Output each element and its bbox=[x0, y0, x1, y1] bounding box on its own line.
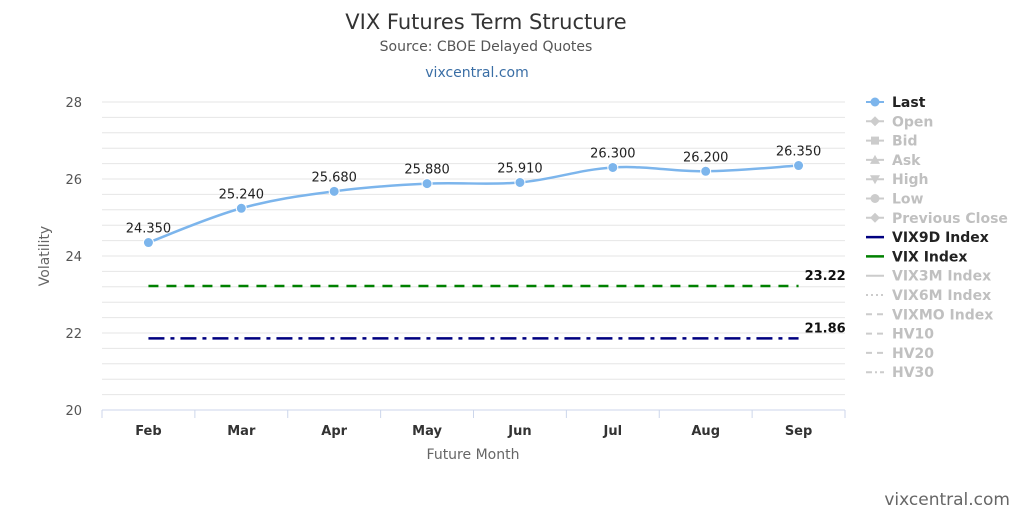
x-tick-label: Feb bbox=[135, 424, 161, 439]
reference-label: 23.22 bbox=[805, 269, 846, 284]
y-axis-ticks: 20 22 24 26 28 bbox=[65, 96, 82, 419]
x-axis-label: Future Month bbox=[427, 447, 520, 463]
legend-item[interactable]: VIX3M Index bbox=[866, 269, 991, 285]
legend-item[interactable]: Previous Close bbox=[866, 211, 1008, 227]
data-point bbox=[142, 237, 154, 249]
data-label: 24.350 bbox=[126, 222, 172, 237]
data-point bbox=[793, 160, 805, 172]
series-last: 24.350 25.240 25.680 25.880 25.910 26.300 26.2… bbox=[126, 145, 822, 249]
legend[interactable]: Last Open Bid Ask High Low Previous Close VIX9D… bbox=[866, 95, 1008, 381]
legend-item[interactable]: VIX6M Index bbox=[866, 288, 991, 304]
legend-item[interactable]: Ask bbox=[866, 153, 921, 169]
legend-item[interactable]: Open bbox=[866, 114, 933, 130]
data-label: 25.910 bbox=[497, 161, 543, 176]
x-tick-label: Jun bbox=[507, 424, 531, 439]
legend-item[interactable]: HV30 bbox=[866, 365, 934, 381]
series-line bbox=[148, 164, 799, 244]
y-axis-label: Volatility bbox=[37, 226, 53, 286]
legend-label: VIXMO Index bbox=[892, 307, 993, 323]
x-tick-label: Jul bbox=[603, 424, 623, 439]
data-label: 26.200 bbox=[683, 150, 729, 165]
legend-marker-diamond bbox=[870, 116, 880, 127]
legend-marker-square bbox=[871, 136, 879, 145]
y-tick-label: 22 bbox=[65, 327, 82, 342]
legend-label: Bid bbox=[892, 134, 918, 150]
plot-grid bbox=[102, 101, 845, 411]
legend-label: VIX3M Index bbox=[892, 269, 991, 285]
reference-lines: 23.22 21.86 bbox=[148, 269, 846, 340]
legend-item[interactable]: VIXMO Index bbox=[866, 307, 993, 323]
source-link[interactable]: vixcentral.com bbox=[425, 65, 528, 81]
chart-subtitle: Source: CBOE Delayed Quotes bbox=[380, 39, 593, 55]
x-tick-label: Apr bbox=[321, 424, 347, 439]
data-point bbox=[607, 161, 619, 173]
legend-label: VIX6M Index bbox=[892, 288, 991, 304]
legend-item[interactable]: VIX Index bbox=[866, 249, 967, 265]
legend-label: VIX9D Index bbox=[892, 230, 989, 246]
legend-label: HV30 bbox=[892, 365, 934, 381]
y-tick-label: 24 bbox=[65, 250, 82, 265]
legend-label: Open bbox=[892, 114, 933, 130]
data-point bbox=[235, 202, 247, 214]
legend-label: HV10 bbox=[892, 327, 934, 343]
x-tick-label: Mar bbox=[227, 424, 256, 439]
chart-title: VIX Futures Term Structure bbox=[345, 10, 626, 34]
legend-label: Low bbox=[892, 192, 924, 208]
legend-marker-triangle bbox=[870, 154, 880, 164]
legend-label: VIX Index bbox=[892, 249, 967, 265]
y-tick-label: 28 bbox=[65, 96, 82, 111]
legend-label: Last bbox=[892, 95, 926, 111]
x-axis-ticks: Feb Mar Apr May Jun Jul Aug Sep bbox=[101, 410, 846, 439]
legend-item[interactable]: Last bbox=[866, 95, 926, 111]
legend-item[interactable]: HV10 bbox=[866, 327, 934, 343]
data-label: 25.240 bbox=[219, 187, 265, 202]
data-label: 25.880 bbox=[404, 163, 450, 178]
legend-label: HV20 bbox=[892, 346, 934, 362]
legend-item[interactable]: HV20 bbox=[866, 346, 934, 362]
data-label: 26.300 bbox=[590, 146, 636, 161]
legend-item[interactable]: Low bbox=[866, 192, 924, 208]
data-point bbox=[328, 185, 340, 197]
reference-label: 21.86 bbox=[805, 321, 846, 336]
data-label: 26.350 bbox=[776, 145, 822, 160]
legend-item[interactable]: VIX9D Index bbox=[866, 230, 989, 246]
credit-text[interactable]: vixcentral.com bbox=[884, 490, 1010, 510]
legend-item[interactable]: High bbox=[866, 172, 929, 188]
legend-marker-triangle-down bbox=[870, 175, 880, 185]
x-tick-label: Sep bbox=[785, 424, 813, 439]
data-label: 25.680 bbox=[311, 170, 357, 185]
legend-label: Previous Close bbox=[892, 211, 1008, 227]
y-tick-label: 20 bbox=[65, 404, 82, 419]
data-point bbox=[514, 176, 526, 188]
legend-item[interactable]: Bid bbox=[866, 134, 918, 150]
legend-marker-circle bbox=[870, 97, 880, 107]
legend-marker-circle bbox=[870, 194, 880, 203]
legend-label: Ask bbox=[892, 153, 921, 169]
x-tick-label: Aug bbox=[691, 424, 720, 439]
x-tick-label: May bbox=[412, 424, 442, 439]
legend-label: High bbox=[892, 172, 929, 188]
y-tick-label: 26 bbox=[65, 173, 82, 188]
data-point bbox=[421, 178, 433, 190]
legend-marker-diamond bbox=[870, 212, 880, 223]
data-point bbox=[700, 165, 712, 177]
